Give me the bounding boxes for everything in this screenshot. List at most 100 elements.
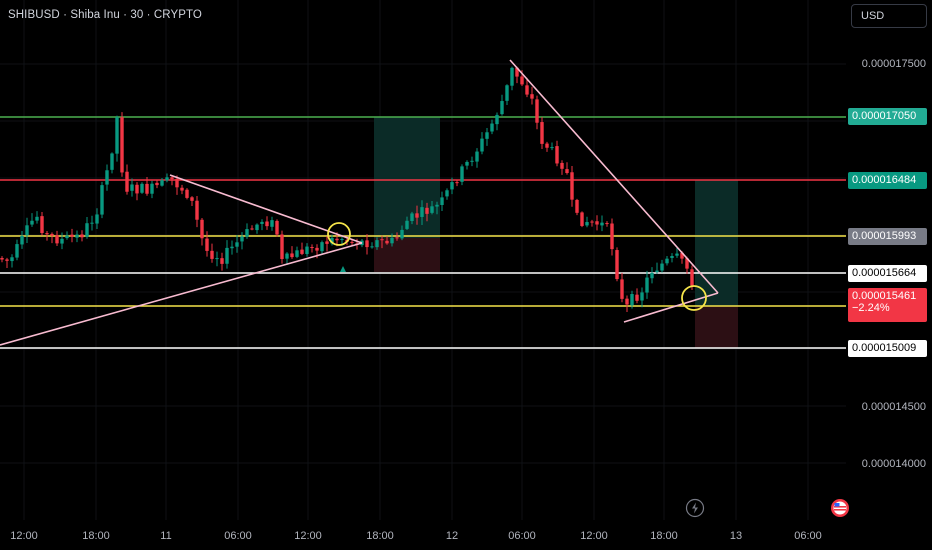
candle <box>90 215 94 231</box>
candle-body <box>605 223 609 225</box>
candle <box>435 201 439 215</box>
candle-body <box>215 258 219 260</box>
candle <box>490 119 494 135</box>
candle <box>545 141 549 152</box>
candle-body <box>65 235 69 239</box>
candle <box>445 188 449 200</box>
candle <box>670 253 674 263</box>
price-level-lines <box>0 116 846 349</box>
resistance-trendline <box>169 174 363 244</box>
x-axis-tick: 06:00 <box>224 530 252 542</box>
candle <box>110 152 114 174</box>
candle <box>375 237 379 250</box>
candle <box>310 244 314 253</box>
candle <box>230 240 234 255</box>
candle-body <box>495 114 499 125</box>
candle <box>120 112 124 177</box>
candle-body <box>645 277 649 293</box>
candle <box>630 290 634 309</box>
candle-body <box>370 246 374 248</box>
candle <box>250 225 254 231</box>
candle <box>455 180 459 187</box>
trendline-drawings <box>0 59 719 346</box>
candle-body <box>20 235 24 245</box>
candle <box>50 232 54 244</box>
candle <box>95 208 99 230</box>
candle-body <box>290 253 294 258</box>
candle-body <box>540 122 544 144</box>
price-label-yellow: 0.000015993 <box>848 228 927 245</box>
us-flag-icon[interactable] <box>830 498 850 518</box>
x-axis-tick: 06:00 <box>508 530 536 542</box>
candle <box>645 270 649 299</box>
candle-body <box>105 170 109 185</box>
candle <box>175 175 179 195</box>
candle-body <box>460 166 464 182</box>
symbol-title[interactable]: SHIBUSD · Shiba Inu · 30 · CRYPTO <box>8 9 202 21</box>
support-trendline <box>0 242 363 346</box>
candle-body <box>225 247 229 264</box>
candle-body <box>235 242 239 247</box>
candle <box>635 288 639 304</box>
candle-body <box>595 221 599 225</box>
candle-body <box>80 234 84 238</box>
candle-body <box>550 147 554 149</box>
candle-body <box>365 240 369 248</box>
x-axis-tick: 12:00 <box>294 530 322 542</box>
candle <box>400 225 404 241</box>
candle <box>495 112 499 131</box>
candle-body <box>505 85 509 101</box>
currency-button[interactable]: USD <box>851 4 927 28</box>
candle-body <box>315 247 319 251</box>
long-position-profit-zone <box>695 180 738 306</box>
candle-body <box>530 94 534 99</box>
candle <box>395 232 399 241</box>
candle-body <box>170 177 174 179</box>
candle <box>240 232 244 250</box>
candle-body <box>485 132 489 139</box>
candle-body <box>5 259 9 261</box>
candle <box>525 77 529 98</box>
candle <box>60 232 64 250</box>
candle <box>150 180 154 199</box>
candle-body <box>525 85 529 95</box>
candle-body <box>480 138 484 152</box>
candlestick-series <box>0 66 694 312</box>
lightning-icon[interactable] <box>685 498 705 518</box>
candle <box>530 86 534 105</box>
candle-body <box>440 197 444 205</box>
candle-body <box>25 225 29 236</box>
candle <box>475 148 479 168</box>
candle-body <box>455 182 459 184</box>
candle-body <box>35 216 39 221</box>
candle-body <box>555 146 559 164</box>
candle <box>660 259 664 273</box>
candle-body <box>135 184 139 194</box>
price-label-green: 0.000017050 <box>848 108 927 125</box>
candle <box>185 188 189 200</box>
candle-body <box>120 117 124 173</box>
candle-body <box>220 258 224 264</box>
candle <box>70 228 74 243</box>
candle <box>200 217 204 246</box>
candle-body <box>180 187 184 191</box>
candle <box>245 223 249 239</box>
candle-body <box>190 197 194 201</box>
candle-body <box>535 99 539 123</box>
candle-body <box>255 224 259 231</box>
candle <box>485 128 489 146</box>
candle-body <box>490 123 494 132</box>
candle <box>505 84 509 105</box>
candle-body <box>340 239 344 241</box>
candle <box>130 178 134 197</box>
candle-body <box>685 258 689 269</box>
candle <box>305 243 309 257</box>
candle-body <box>15 244 19 258</box>
candle-body <box>50 233 54 236</box>
candle-body <box>10 257 14 262</box>
x-axis-tick: 18:00 <box>82 530 110 542</box>
candle-body <box>670 256 674 258</box>
candle <box>365 234 369 255</box>
candle <box>535 95 539 130</box>
